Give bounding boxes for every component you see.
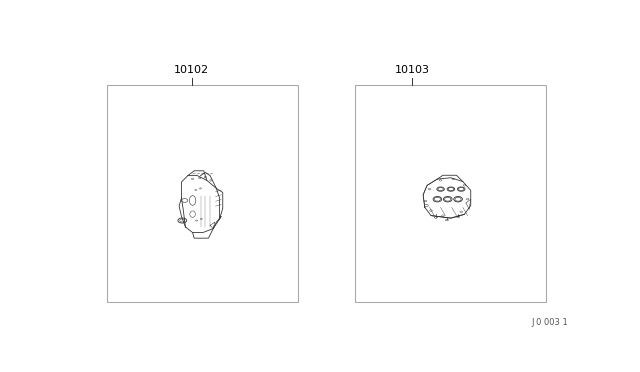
Bar — [355, 85, 547, 302]
Text: J 0 003 1: J 0 003 1 — [532, 318, 568, 327]
Text: 10103: 10103 — [395, 65, 430, 75]
Text: 10102: 10102 — [174, 65, 209, 75]
Bar — [108, 85, 298, 302]
